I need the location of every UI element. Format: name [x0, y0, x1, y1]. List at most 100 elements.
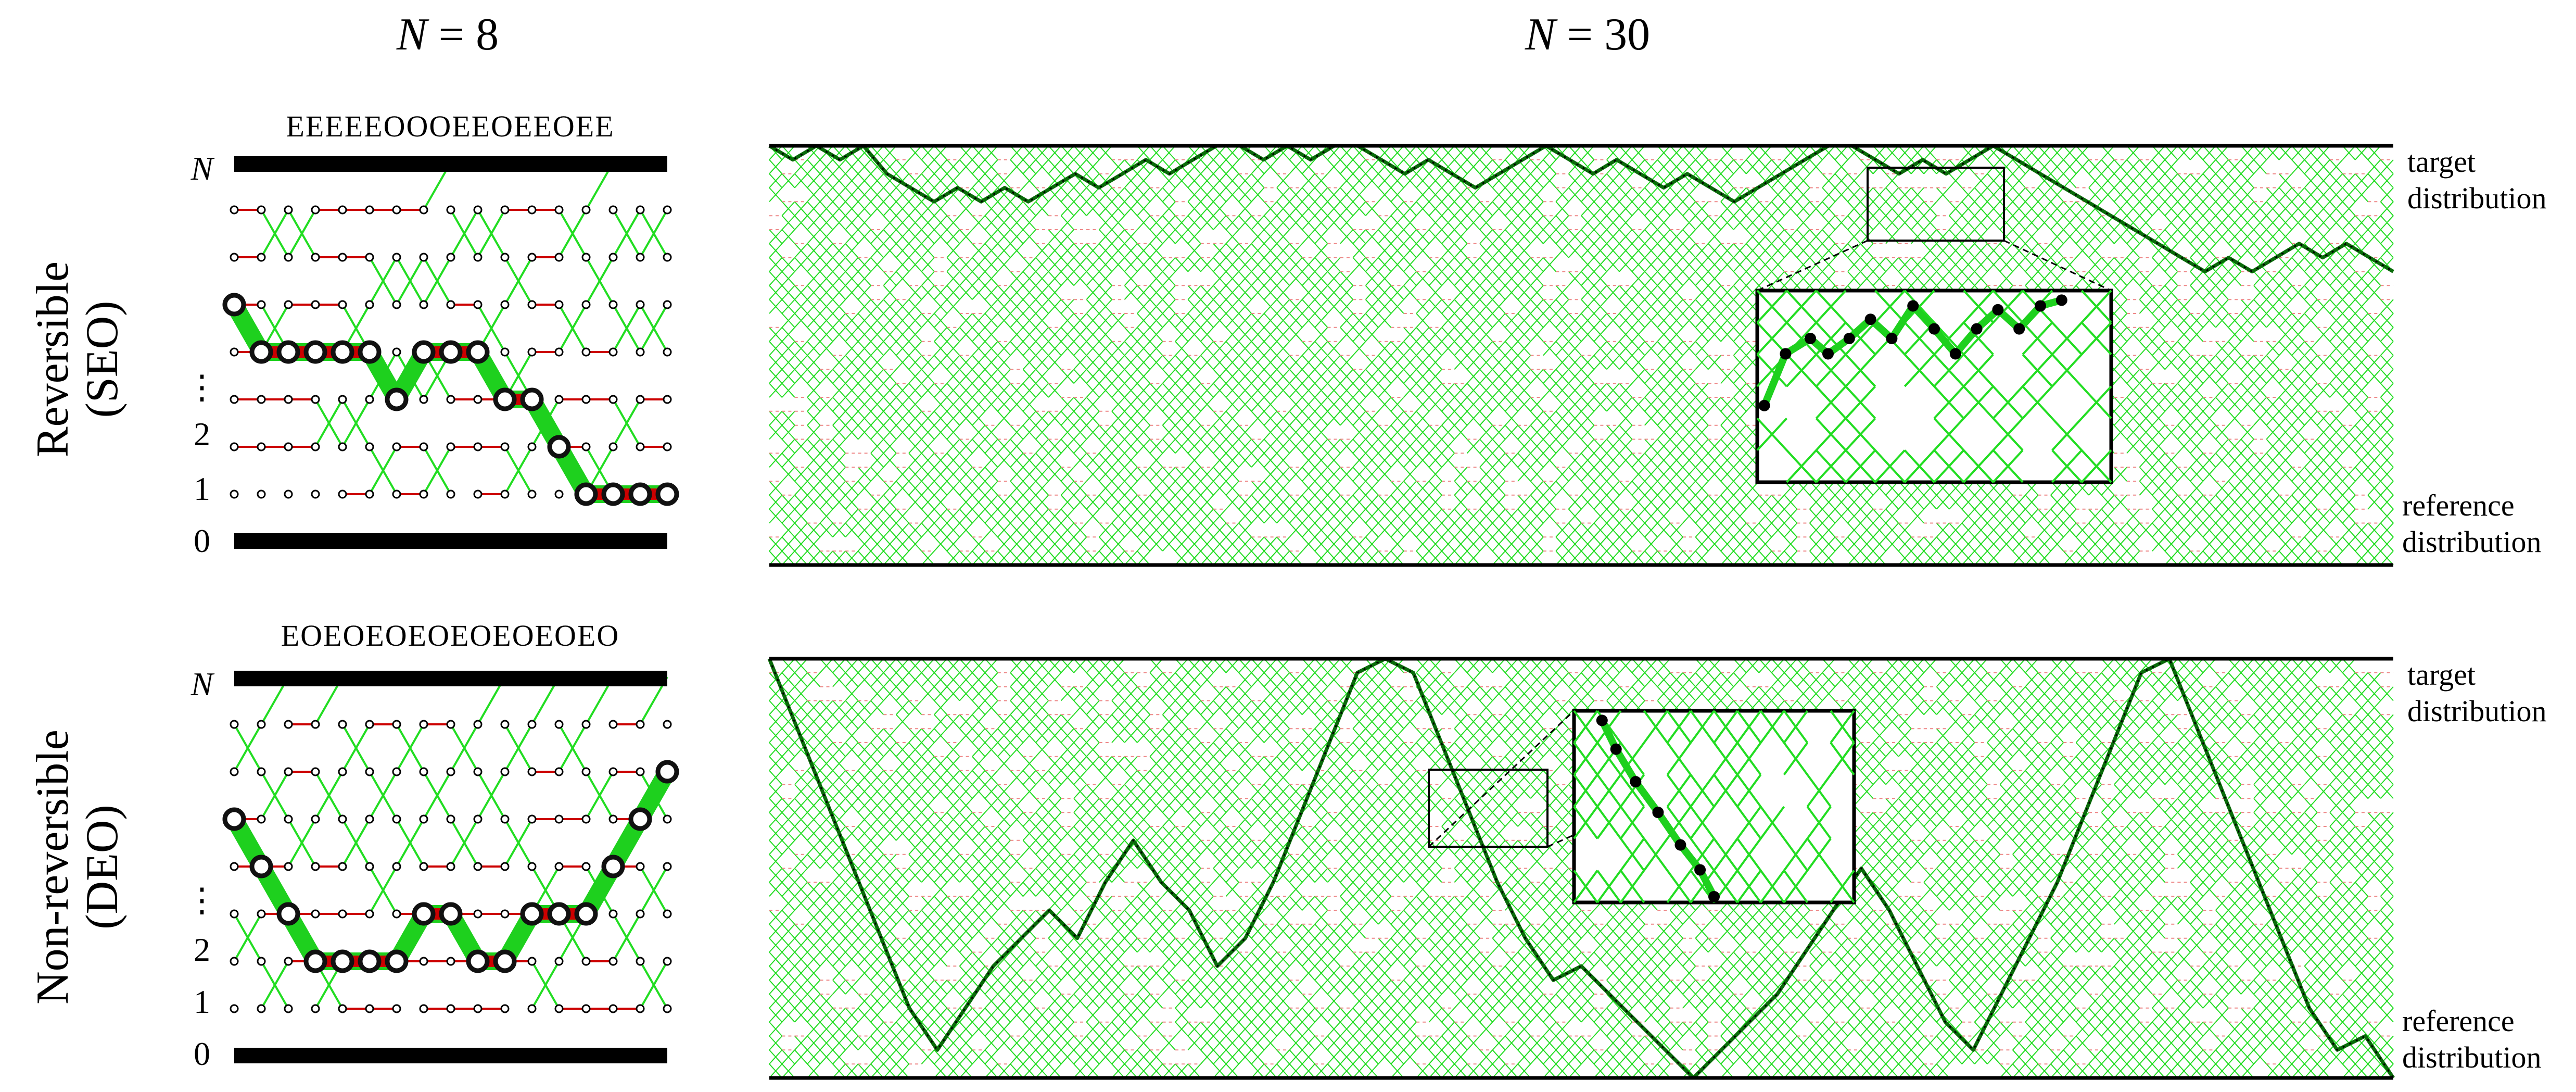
swap-edge	[450, 724, 479, 772]
zoom-node	[1780, 348, 1792, 360]
state-node	[473, 1004, 483, 1013]
row-label-reversible-line1: Reversible	[28, 261, 78, 457]
state-node	[392, 720, 401, 729]
state-node	[500, 814, 510, 824]
state-node	[284, 1004, 293, 1013]
state-node	[338, 300, 347, 309]
state-node	[608, 957, 618, 966]
state-node	[473, 489, 483, 499]
state-node	[419, 767, 428, 776]
state-node	[500, 720, 510, 729]
state-node	[554, 767, 564, 776]
state-node	[636, 205, 645, 215]
swap-edge	[639, 304, 668, 353]
state-node	[500, 347, 510, 357]
state-node	[608, 253, 618, 262]
zoom-node	[1708, 890, 1720, 902]
state-node	[419, 814, 428, 824]
state-node	[230, 957, 239, 966]
state-node	[527, 347, 537, 357]
state-node	[365, 442, 374, 451]
state-node	[338, 720, 347, 729]
row-label-reversible-line2: (SEO)	[77, 301, 128, 418]
state-node	[554, 1004, 564, 1013]
highlight-node	[520, 902, 544, 926]
tick-zero: 0	[194, 522, 210, 559]
state-node	[554, 720, 564, 729]
state-node	[608, 347, 618, 357]
swap-edge	[504, 724, 533, 772]
state-node	[257, 720, 266, 729]
state-node	[473, 442, 483, 451]
svg-text:reference: reference	[2402, 488, 2515, 522]
state-node	[608, 1004, 618, 1013]
state-node	[581, 347, 591, 357]
zoom-connector	[2003, 240, 2112, 292]
highlight-node	[466, 949, 490, 973]
bottom-bar	[234, 1048, 667, 1063]
state-node	[446, 814, 455, 824]
state-node	[608, 442, 618, 451]
state-node	[257, 489, 266, 499]
state-node	[500, 205, 510, 215]
highlight-node	[385, 387, 409, 411]
svg-text:target: target	[2407, 658, 2476, 692]
state-node	[284, 957, 293, 966]
highlight-node	[628, 807, 652, 831]
state-node	[365, 767, 374, 776]
highlight-node	[655, 482, 679, 506]
swap-edge	[477, 304, 506, 353]
zoom-node	[1992, 304, 2004, 316]
zoom-node	[1596, 714, 1608, 726]
tick-top: N	[191, 666, 215, 702]
state-node	[365, 814, 374, 824]
state-node	[500, 1004, 510, 1013]
state-node	[581, 814, 591, 824]
state-node	[500, 862, 510, 871]
state-node	[663, 862, 672, 871]
annotation-target-reversible: target distribution	[2407, 145, 2546, 215]
walk-path	[768, 144, 2394, 273]
swap-edge	[233, 724, 262, 772]
state-node	[663, 442, 672, 451]
swap-edge	[450, 209, 479, 258]
zoom-node	[1907, 300, 1919, 312]
state-node	[257, 205, 266, 215]
sequence-reversible: EEEEEOOOEEOEEOEE	[286, 109, 614, 143]
column-header-right: N = 30	[1525, 9, 1650, 60]
state-node	[338, 909, 347, 919]
state-node	[636, 347, 645, 357]
state-node	[446, 442, 455, 451]
state-node	[257, 909, 266, 919]
highlight-node	[358, 949, 382, 973]
highlight-node	[276, 340, 300, 364]
state-node	[392, 862, 401, 871]
swap-edge	[423, 257, 452, 305]
state-node	[392, 1004, 401, 1013]
state-node	[392, 767, 401, 776]
swap-edge	[531, 961, 560, 1009]
state-node	[419, 957, 428, 966]
state-node	[446, 862, 455, 871]
state-node	[636, 442, 645, 451]
swap-edge	[423, 446, 452, 495]
highlight-node	[655, 760, 679, 784]
state-node	[338, 489, 347, 499]
swap-edge	[477, 771, 506, 820]
swap-edge	[585, 771, 614, 820]
highlight-node	[574, 902, 598, 926]
zoom-node	[2013, 323, 2025, 335]
highlight-node	[601, 855, 625, 878]
column-right-rhs: 30	[1604, 9, 1650, 60]
state-node	[527, 205, 537, 215]
highlight-node	[276, 902, 300, 926]
state-node	[257, 767, 266, 776]
swap-edge	[612, 304, 641, 353]
swap-edge	[287, 819, 316, 867]
swap-edge	[396, 819, 425, 867]
small-panel	[222, 156, 679, 549]
state-node	[338, 442, 347, 451]
state-node	[608, 767, 618, 776]
state-node	[554, 957, 564, 966]
state-node	[581, 442, 591, 451]
